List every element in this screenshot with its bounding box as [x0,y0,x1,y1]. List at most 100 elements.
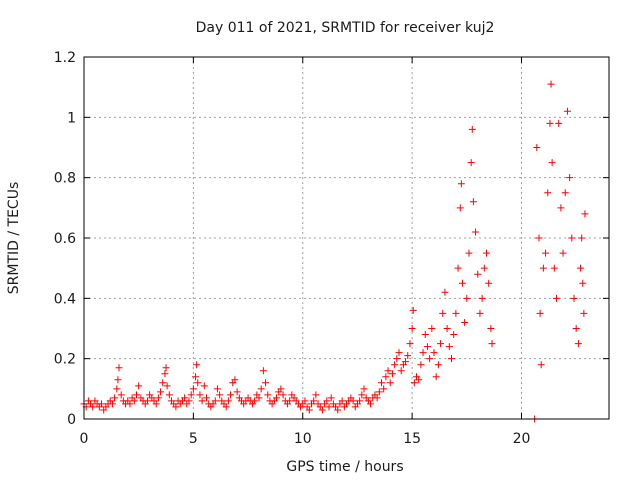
data-point [257,385,265,393]
data-point [458,279,466,287]
data-point [550,264,558,272]
data-point [301,397,309,405]
data-point [456,204,464,212]
data-point [305,406,313,414]
data-point [406,340,414,348]
data-point [417,361,425,369]
data-point [273,394,280,402]
y-tick-label: 0.8 [54,171,76,187]
data-point [251,397,259,405]
data-point [194,379,202,387]
data-point [557,204,565,212]
data-point [566,174,574,182]
data-point [196,391,204,399]
data-point [478,294,486,302]
data-point [535,234,543,242]
data-point [452,309,460,317]
data-point [135,382,143,390]
data-point [334,406,342,414]
data-point [312,391,320,399]
data-point [338,397,346,405]
data-point [233,388,241,396]
data-point [555,119,563,127]
data-point [445,343,453,351]
data-point [404,352,412,360]
data-point [563,107,571,115]
data-point [325,403,333,411]
data-point [546,119,554,127]
data-point [113,385,121,393]
grid-lines [84,57,609,419]
data-point [172,403,180,411]
data-point [89,403,97,411]
y-tick-label: 1.2 [54,50,76,66]
y-tick-label: 0.4 [54,291,76,307]
data-point [536,309,544,317]
data-point [108,400,116,408]
data-point [544,189,552,197]
y-tick-label: 0.2 [54,352,76,368]
data-point [463,294,471,302]
data-point [476,309,484,317]
data-point [450,331,458,339]
data-point [185,397,193,405]
data-point [579,279,587,287]
data-point [187,391,195,399]
plot-frame [83,56,610,420]
data-point [318,406,326,414]
data-point [430,349,438,357]
data-point [402,358,410,366]
data-point [367,400,375,408]
data-point [574,340,582,348]
data-point [154,394,162,402]
data-point [380,385,388,393]
data-point [255,394,263,402]
data-point [419,349,427,357]
data-point [286,397,294,405]
y-axis-label: SRMTID / TECUs [6,182,22,295]
data-point [483,249,490,257]
data-point [161,370,169,378]
data-point [192,373,200,381]
data-point [539,264,547,272]
data-point [382,373,390,381]
data-point [213,385,221,393]
data-point [264,391,272,399]
data-point [472,228,480,236]
data-point [577,264,585,272]
data-point [375,388,383,396]
data-point [200,382,208,390]
data-point [231,376,239,384]
data-point [349,397,357,405]
data-point [163,382,171,390]
data-point [437,340,445,348]
x-tick-label: 5 [189,431,198,447]
data-point [434,361,442,369]
data-point [393,355,401,363]
data-point [421,331,429,339]
data-point [488,340,496,348]
data-point [568,234,576,242]
data-point [533,144,541,151]
data-point [559,249,567,257]
data-point [580,309,588,317]
data-point [468,125,476,133]
data-point [461,318,469,326]
data-point [373,394,381,402]
data-point [553,294,560,302]
data-point [384,367,392,375]
x-tick-label: 10 [294,431,312,447]
data-point [480,264,488,272]
data-point [388,370,396,378]
data-point [487,325,495,332]
data-point [485,279,493,287]
data-point [397,367,405,375]
data-point [152,400,160,408]
data-point [222,403,230,411]
data-point [415,376,423,384]
data-point [581,210,589,218]
data-point [262,379,270,387]
data-point [193,361,201,369]
data-point [277,385,285,393]
data-point [469,198,477,206]
